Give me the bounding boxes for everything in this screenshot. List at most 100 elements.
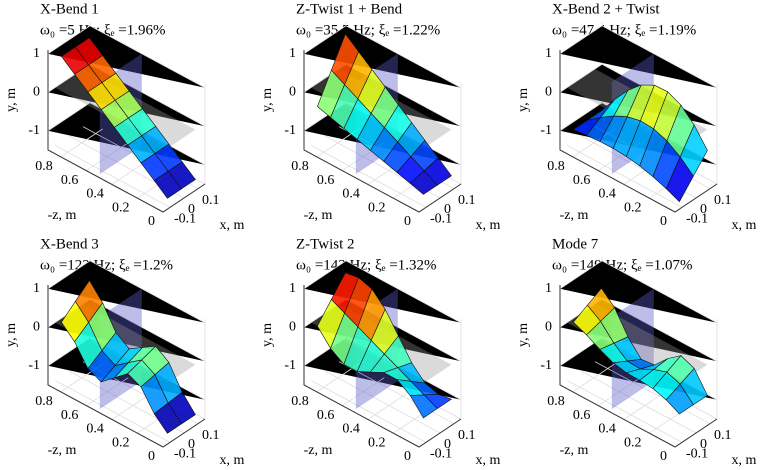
y-axis-label: y, m xyxy=(260,323,275,347)
subplot-subtitle: ω₀ =47.4 Hz; ξₑ =1.19% xyxy=(552,22,696,38)
z-tick-label: 0.6 xyxy=(61,173,79,188)
z-tick-label: 0.4 xyxy=(342,422,360,437)
z-tick-label: 0 xyxy=(404,449,411,464)
axis-line xyxy=(303,285,462,448)
grid-line xyxy=(338,361,455,425)
grid-line xyxy=(47,260,206,324)
axis-line xyxy=(47,285,206,448)
x-tick-label: 0.1 xyxy=(714,193,732,208)
x-tick-label: 0.1 xyxy=(202,193,220,208)
mode-surface-patch xyxy=(167,391,196,425)
x-tick-label: 0.1 xyxy=(458,428,476,443)
mode-surface-patch xyxy=(423,393,453,409)
y-tick-label: 0 xyxy=(545,320,552,335)
y-tick-label: -1 xyxy=(284,358,296,373)
x-tick-label: 0.1 xyxy=(202,428,220,443)
y-tick-label: 0 xyxy=(33,85,40,100)
y-axis-label: y, m xyxy=(516,88,531,112)
grid-line xyxy=(324,370,441,434)
x-tick-label: -0.1 xyxy=(174,212,196,227)
y-tick-label: 0 xyxy=(289,320,296,335)
z-tick-label: 0 xyxy=(404,214,411,229)
axis-line xyxy=(303,50,462,213)
z-tick-label: 0.2 xyxy=(368,435,386,450)
subplot-subtitle: ω₀ =143 Hz; ξₑ =1.32% xyxy=(296,257,436,273)
x-axis-label: x, m xyxy=(732,218,757,233)
grid-line xyxy=(594,361,711,425)
subplot-title: X-Bend 3 xyxy=(40,236,99,252)
x-tick-label: 0.1 xyxy=(458,193,476,208)
z-tick-label: 0.8 xyxy=(291,394,309,409)
z-tick-label: 0.6 xyxy=(61,408,79,423)
z-tick-label: 0.8 xyxy=(547,159,565,174)
subplot-subtitle: ω₀ =149 Hz; ξₑ =1.07% xyxy=(552,257,692,273)
y-tick-label: 1 xyxy=(545,281,552,296)
y-axis-label: y, m xyxy=(260,88,275,112)
y-axis-label: y, m xyxy=(516,323,531,347)
subplot-title: X-Bend 2 + Twist xyxy=(552,1,660,17)
axis-line xyxy=(47,50,206,213)
z-tick-label: 0.4 xyxy=(86,187,104,202)
z-tick-label: 0.6 xyxy=(573,173,591,188)
z-tick-label: 0.4 xyxy=(598,422,616,437)
grid-line xyxy=(566,144,683,208)
x-tick-label: 0 xyxy=(188,202,195,217)
y-tick-label: 0 xyxy=(289,85,296,100)
mode-surface-patch xyxy=(679,124,708,177)
subplot-subtitle: ω₀ =35.5 Hz; ξₑ =1.22% xyxy=(296,22,440,38)
mode-surface-patch xyxy=(167,161,196,190)
z-tick-label: 0.8 xyxy=(35,159,53,174)
subplot-title: X-Bend 1 xyxy=(40,1,99,17)
z-tick-label: 0.8 xyxy=(291,159,309,174)
mode-surface-patch xyxy=(679,367,708,406)
grid-line xyxy=(310,379,427,443)
x-tick-label: -0.1 xyxy=(430,447,452,462)
y-tick-label: -1 xyxy=(28,123,40,138)
y-axis-label: y, m xyxy=(4,88,19,112)
z-tick-label: 0.2 xyxy=(624,435,642,450)
subplot-subtitle: ω₀ =122 Hz; ξₑ =1.2% xyxy=(40,257,173,273)
z-axis-label: -z, m xyxy=(304,208,333,223)
grid-line xyxy=(54,144,171,208)
x-tick-label: -0.1 xyxy=(686,212,708,227)
y-tick-label: 1 xyxy=(545,46,552,61)
x-tick-label: 0 xyxy=(700,202,707,217)
mode-surface-patch xyxy=(423,157,452,186)
x-tick-label: 0 xyxy=(700,437,707,452)
x-axis-label: x, m xyxy=(476,218,501,233)
z-tick-label: 0 xyxy=(660,449,667,464)
y-tick-label: 0 xyxy=(33,320,40,335)
y-tick-label: 1 xyxy=(289,46,296,61)
x-tick-label: 0.1 xyxy=(714,428,732,443)
grid-line xyxy=(566,379,683,443)
z-tick-label: 0.6 xyxy=(573,408,591,423)
grid-line xyxy=(559,25,718,89)
z-tick-label: 0.4 xyxy=(86,422,104,437)
x-axis-label: x, m xyxy=(220,453,245,468)
axis-line xyxy=(559,285,718,448)
z-tick-label: 0.8 xyxy=(547,394,565,409)
subplot: X-Bend 3 ω₀ =122 Hz; ξₑ =1.2%1 0 -1 0.8 0.6 0.… xyxy=(4,236,244,468)
z-tick-label: 0.2 xyxy=(112,435,130,450)
z-axis-label: -z, m xyxy=(304,443,333,458)
x-axis-label: x, m xyxy=(476,453,501,468)
x-tick-label: 0 xyxy=(444,437,451,452)
z-tick-label: 0.2 xyxy=(368,200,386,215)
z-axis-label: -z, m xyxy=(560,443,589,458)
z-axis-label: -z, m xyxy=(560,208,589,223)
z-tick-label: 0.4 xyxy=(342,187,360,202)
subplot-subtitle: ω₀ =5 Hz; ξₑ =1.96% xyxy=(40,22,165,38)
subplot-title: Z-Twist 2 xyxy=(296,236,355,252)
z-axis-label: -z, m xyxy=(48,208,77,223)
x-axis-label: x, m xyxy=(732,453,757,468)
y-tick-label: -1 xyxy=(540,358,552,373)
subplot: Z-Twist 1 + Bend ω₀ =35.5 Hz; ξₑ =1.22%1 0… xyxy=(260,1,500,233)
axis-line xyxy=(559,50,718,213)
x-tick-label: -0.1 xyxy=(430,212,452,227)
x-tick-label: -0.1 xyxy=(174,447,196,462)
y-tick-label: -1 xyxy=(540,123,552,138)
y-axis-label: y, m xyxy=(4,323,19,347)
z-axis-label: -z, m xyxy=(48,443,77,458)
subplot-title: Z-Twist 1 + Bend xyxy=(296,1,403,17)
